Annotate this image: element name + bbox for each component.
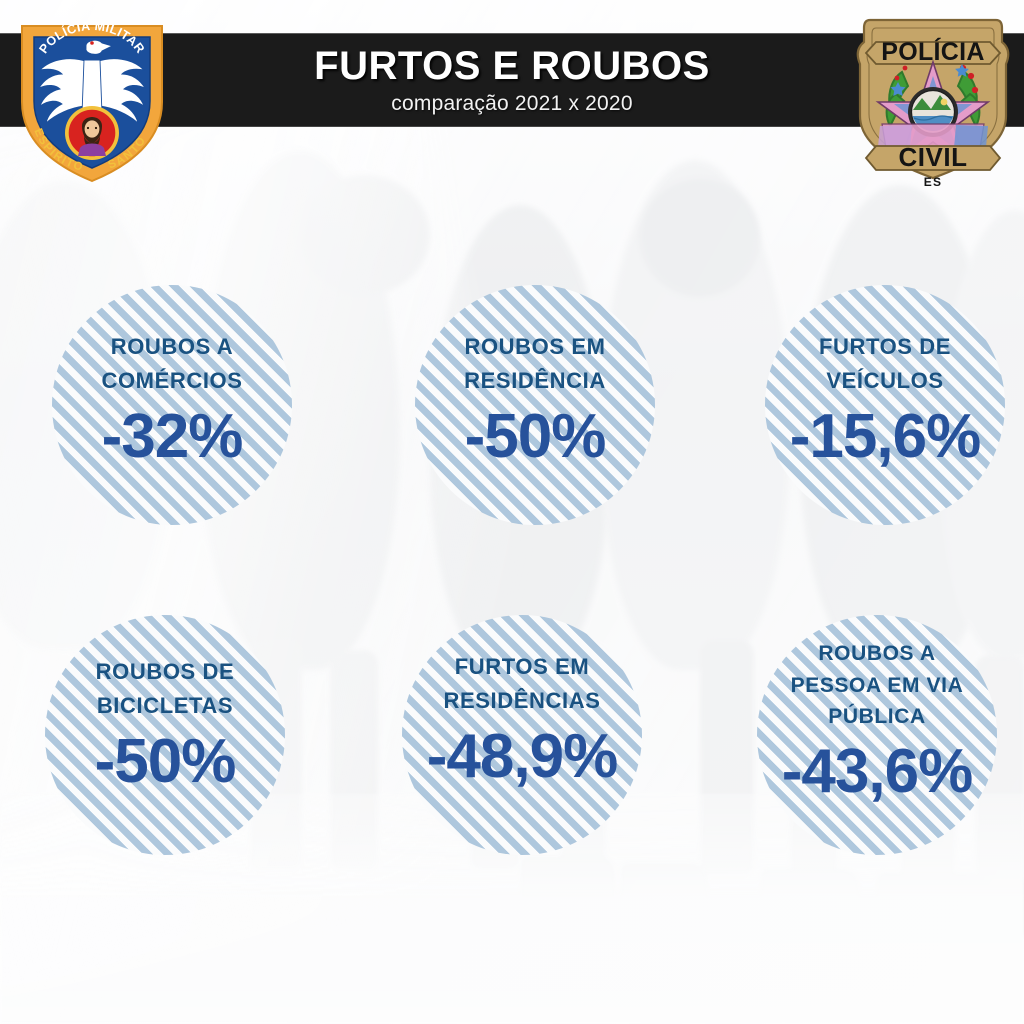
page-subtitle: comparação 2021 x 2020 <box>391 92 633 115</box>
policia-militar-badge: POLÍCIA MILITAR ESPIRITO SANTO <box>14 10 170 185</box>
stat-circle-roubos-a-comercios[interactable] <box>52 285 292 525</box>
stat-circle-roubos-em-residencia[interactable] <box>415 285 655 525</box>
stat-circle-furtos-em-residencias[interactable] <box>402 615 642 855</box>
stat-circle-roubos-de-bicicletas[interactable] <box>45 615 285 855</box>
header-text-block: FURTOS E ROUBOS comparação 2021 x 2020 <box>0 33 1024 127</box>
header-band <box>0 33 1024 127</box>
pc-bottom-text: CIVIL <box>899 142 968 172</box>
pc-state-text: ES <box>924 175 942 189</box>
policia-civil-badge: POLÍCIA <box>852 6 1014 192</box>
page-title: FURTOS E ROUBOS <box>314 44 710 88</box>
stat-circle-roubos-a-pessoa-em-via-publica[interactable] <box>757 615 997 855</box>
stat-circle-furtos-de-veiculos[interactable] <box>765 285 1005 525</box>
